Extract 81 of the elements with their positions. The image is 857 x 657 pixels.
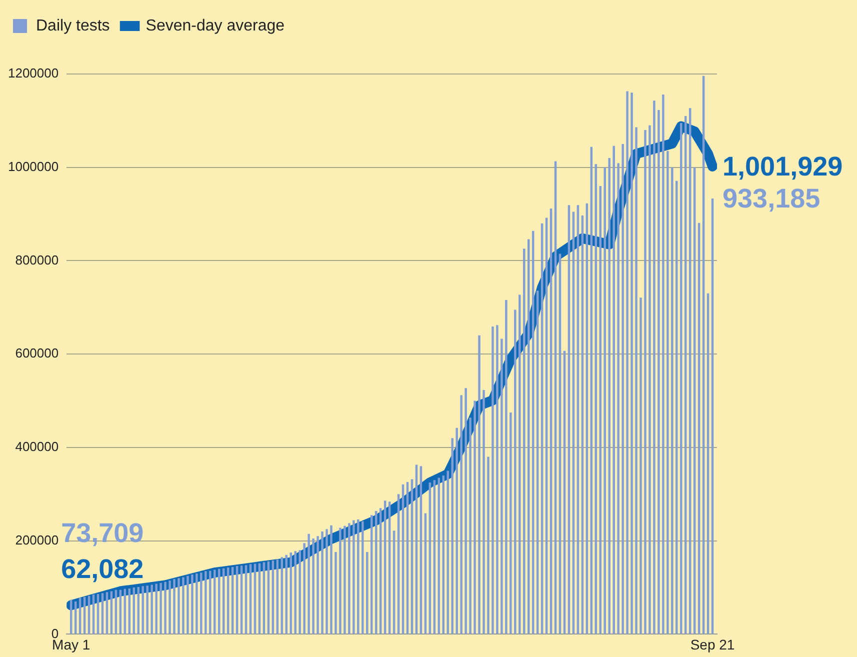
bar <box>209 570 212 634</box>
bar <box>326 529 328 634</box>
bar <box>168 580 171 634</box>
bar <box>653 100 656 634</box>
bar <box>312 538 314 634</box>
bar <box>348 523 350 634</box>
bar <box>648 125 651 634</box>
bar <box>640 298 642 634</box>
bar <box>366 552 368 634</box>
bar <box>196 574 198 634</box>
bar <box>294 551 296 634</box>
bar <box>492 326 494 634</box>
bar <box>339 528 342 634</box>
y-tick-label: 1000000 <box>8 158 59 174</box>
legend-label: Daily tests <box>36 17 110 34</box>
bar <box>173 579 176 634</box>
bar <box>456 428 458 634</box>
bar <box>344 526 346 634</box>
bar <box>330 525 332 634</box>
bar <box>164 582 166 634</box>
x-tick-label: Sep 21 <box>690 636 735 652</box>
y-tick-label: 400000 <box>15 439 59 454</box>
bar <box>474 400 476 634</box>
bar <box>626 91 628 634</box>
bar <box>500 338 503 634</box>
annotation: 62,082 <box>61 554 144 584</box>
bar <box>191 574 194 634</box>
y-tick-label: 600000 <box>15 346 59 361</box>
bar <box>352 520 355 634</box>
bar <box>662 94 664 634</box>
bar <box>510 412 512 634</box>
bar <box>469 418 472 634</box>
bar <box>482 390 485 634</box>
bar <box>505 300 508 634</box>
annotation: 73,709 <box>61 518 144 548</box>
bar <box>608 158 610 634</box>
bar <box>671 167 674 634</box>
bar <box>321 531 324 634</box>
bar <box>635 127 638 634</box>
bar <box>150 584 153 634</box>
bar <box>182 577 184 634</box>
bar <box>362 521 364 634</box>
y-tick-label: 200000 <box>15 532 59 548</box>
bar <box>334 552 337 634</box>
bar <box>604 167 606 634</box>
bar <box>666 151 669 634</box>
legend-label: Seven-day average <box>146 17 285 34</box>
bar <box>630 92 633 634</box>
bar <box>155 584 158 634</box>
bar <box>200 572 202 634</box>
bar <box>160 582 162 634</box>
bar <box>487 456 490 634</box>
bar <box>186 576 189 634</box>
bar <box>514 310 516 634</box>
bar <box>612 146 615 634</box>
bar <box>464 388 467 634</box>
bar <box>496 325 498 634</box>
bar <box>460 395 462 634</box>
bar <box>478 335 480 634</box>
bar <box>298 550 301 634</box>
bar <box>178 578 180 634</box>
y-tick-label: 0 <box>51 626 59 641</box>
bar <box>622 144 624 634</box>
annotation: 1,001,929 <box>722 151 843 182</box>
bar <box>308 534 310 634</box>
bar <box>518 294 521 634</box>
bar <box>676 180 678 634</box>
bar <box>146 586 148 634</box>
bar <box>214 570 216 634</box>
annotation: 933,185 <box>722 184 820 214</box>
bar <box>316 536 319 634</box>
bar <box>357 519 360 634</box>
bar <box>617 163 620 634</box>
bar <box>658 110 660 634</box>
bar <box>303 543 306 634</box>
y-tick-label: 1200000 <box>8 66 59 81</box>
bar <box>451 438 454 634</box>
bar <box>142 586 144 634</box>
bar <box>204 571 207 634</box>
y-tick-label: 800000 <box>15 252 59 268</box>
bar <box>644 130 646 634</box>
